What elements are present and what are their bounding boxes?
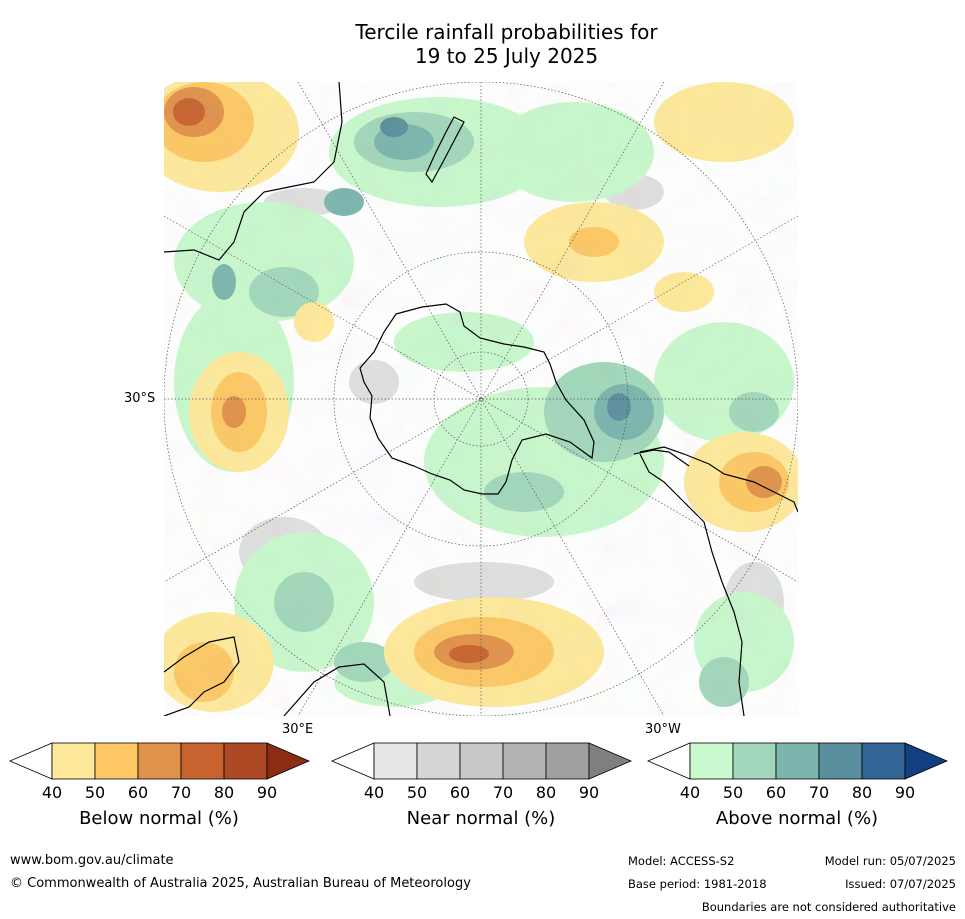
colorbar-tick-label: 40 bbox=[41, 783, 63, 802]
footer-url[interactable]: www.bom.gov.au/climate bbox=[10, 853, 174, 868]
colorbar-extend-high bbox=[588, 742, 633, 780]
legend-label-above-normal: Above normal (%) bbox=[715, 808, 879, 829]
map-title-line1: Tercile rainfall probabilities for bbox=[355, 20, 658, 44]
new-zealand-coastline bbox=[425, 116, 465, 184]
colorbar-segment bbox=[373, 742, 418, 780]
colorbar-tick-label: 70 bbox=[170, 783, 192, 802]
colorbar-segment bbox=[502, 742, 547, 780]
colorbar-above-normal bbox=[646, 742, 949, 780]
colorbar-tick-label: 50 bbox=[722, 783, 744, 802]
footer-model: Model: ACCESS-S2 bbox=[628, 854, 735, 868]
colorbar-extend-high bbox=[266, 742, 311, 780]
map-title-line2: 19 to 25 July 2025 bbox=[414, 44, 599, 68]
legend-label-below-normal: Below normal (%) bbox=[79, 808, 239, 829]
colorbar-segment bbox=[545, 742, 590, 780]
colorbar-tick-label: 70 bbox=[808, 783, 830, 802]
colorbar-tick-label: 60 bbox=[765, 783, 787, 802]
colorbar-tick-label: 90 bbox=[256, 783, 278, 802]
antarctic-peninsula-coast bbox=[633, 449, 690, 467]
colorbar-extend-low bbox=[330, 742, 375, 780]
colorbar-tick-label: 80 bbox=[851, 783, 873, 802]
colorbar-segment bbox=[223, 742, 268, 780]
colorbar-segment bbox=[51, 742, 96, 780]
colorbar-segment bbox=[818, 742, 863, 780]
footer-copyright: © Commonwealth of Australia 2025, Austra… bbox=[10, 876, 471, 891]
africa-coastline bbox=[164, 636, 391, 716]
colorbar-tick-label: 80 bbox=[213, 783, 235, 802]
colorbar-segment bbox=[180, 742, 225, 780]
lon-label-30w: 30°W bbox=[645, 722, 681, 737]
colorbar-segment bbox=[775, 742, 820, 780]
colorbar-segment bbox=[137, 742, 182, 780]
colorbar-segment bbox=[861, 742, 906, 780]
south-america-coastline bbox=[639, 446, 798, 716]
colorbar-tick-label: 90 bbox=[578, 783, 600, 802]
probability-map bbox=[164, 82, 798, 716]
colorbar-tick-label: 50 bbox=[84, 783, 106, 802]
colorbar-below-normal bbox=[8, 742, 311, 780]
colorbar-tick-label: 60 bbox=[127, 783, 149, 802]
colorbar-tick-label: 40 bbox=[679, 783, 701, 802]
colorbar-tick-label: 60 bbox=[449, 783, 471, 802]
australia-coastline bbox=[164, 82, 343, 261]
lon-label-30e: 30°E bbox=[282, 722, 314, 737]
colorbar-extend-low bbox=[646, 742, 691, 780]
colorbar-extend-low bbox=[8, 742, 53, 780]
lat-label-30s: 30°S bbox=[124, 391, 156, 406]
colorbar-segment bbox=[94, 742, 139, 780]
footer-base-period: Base period: 1981-2018 bbox=[628, 877, 767, 891]
footer-disclaimer: Boundaries are not considered authoritat… bbox=[701, 900, 956, 914]
colorbar-segment bbox=[459, 742, 504, 780]
map-svg bbox=[164, 82, 798, 716]
graticule bbox=[164, 82, 798, 716]
colorbar-segment bbox=[732, 742, 777, 780]
footer-model-run: Model run: 05/07/2025 bbox=[824, 854, 956, 868]
footer-issued: Issued: 07/07/2025 bbox=[845, 877, 956, 891]
legend-label-near-normal: Near normal (%) bbox=[406, 808, 556, 829]
colorbar-tick-label: 90 bbox=[894, 783, 916, 802]
colorbar-segment bbox=[416, 742, 461, 780]
antarctica-coastline bbox=[359, 303, 595, 495]
colorbar-segment bbox=[689, 742, 734, 780]
colorbar-extend-high bbox=[904, 742, 949, 780]
colorbar-near-normal bbox=[330, 742, 633, 780]
colorbar-tick-label: 70 bbox=[492, 783, 514, 802]
colorbar-tick-label: 80 bbox=[535, 783, 557, 802]
colorbar-tick-label: 50 bbox=[406, 783, 428, 802]
colorbar-tick-label: 40 bbox=[363, 783, 385, 802]
map-title: Tercile rainfall probabilities for 19 to… bbox=[0, 20, 965, 68]
